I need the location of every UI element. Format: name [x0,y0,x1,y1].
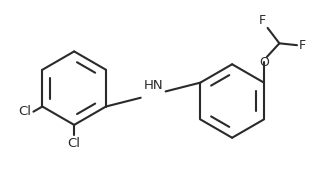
Text: F: F [259,14,266,27]
Text: F: F [298,39,305,52]
Text: O: O [259,56,269,69]
Text: Cl: Cl [68,137,81,150]
Text: Cl: Cl [19,105,32,118]
Text: HN: HN [143,79,163,92]
